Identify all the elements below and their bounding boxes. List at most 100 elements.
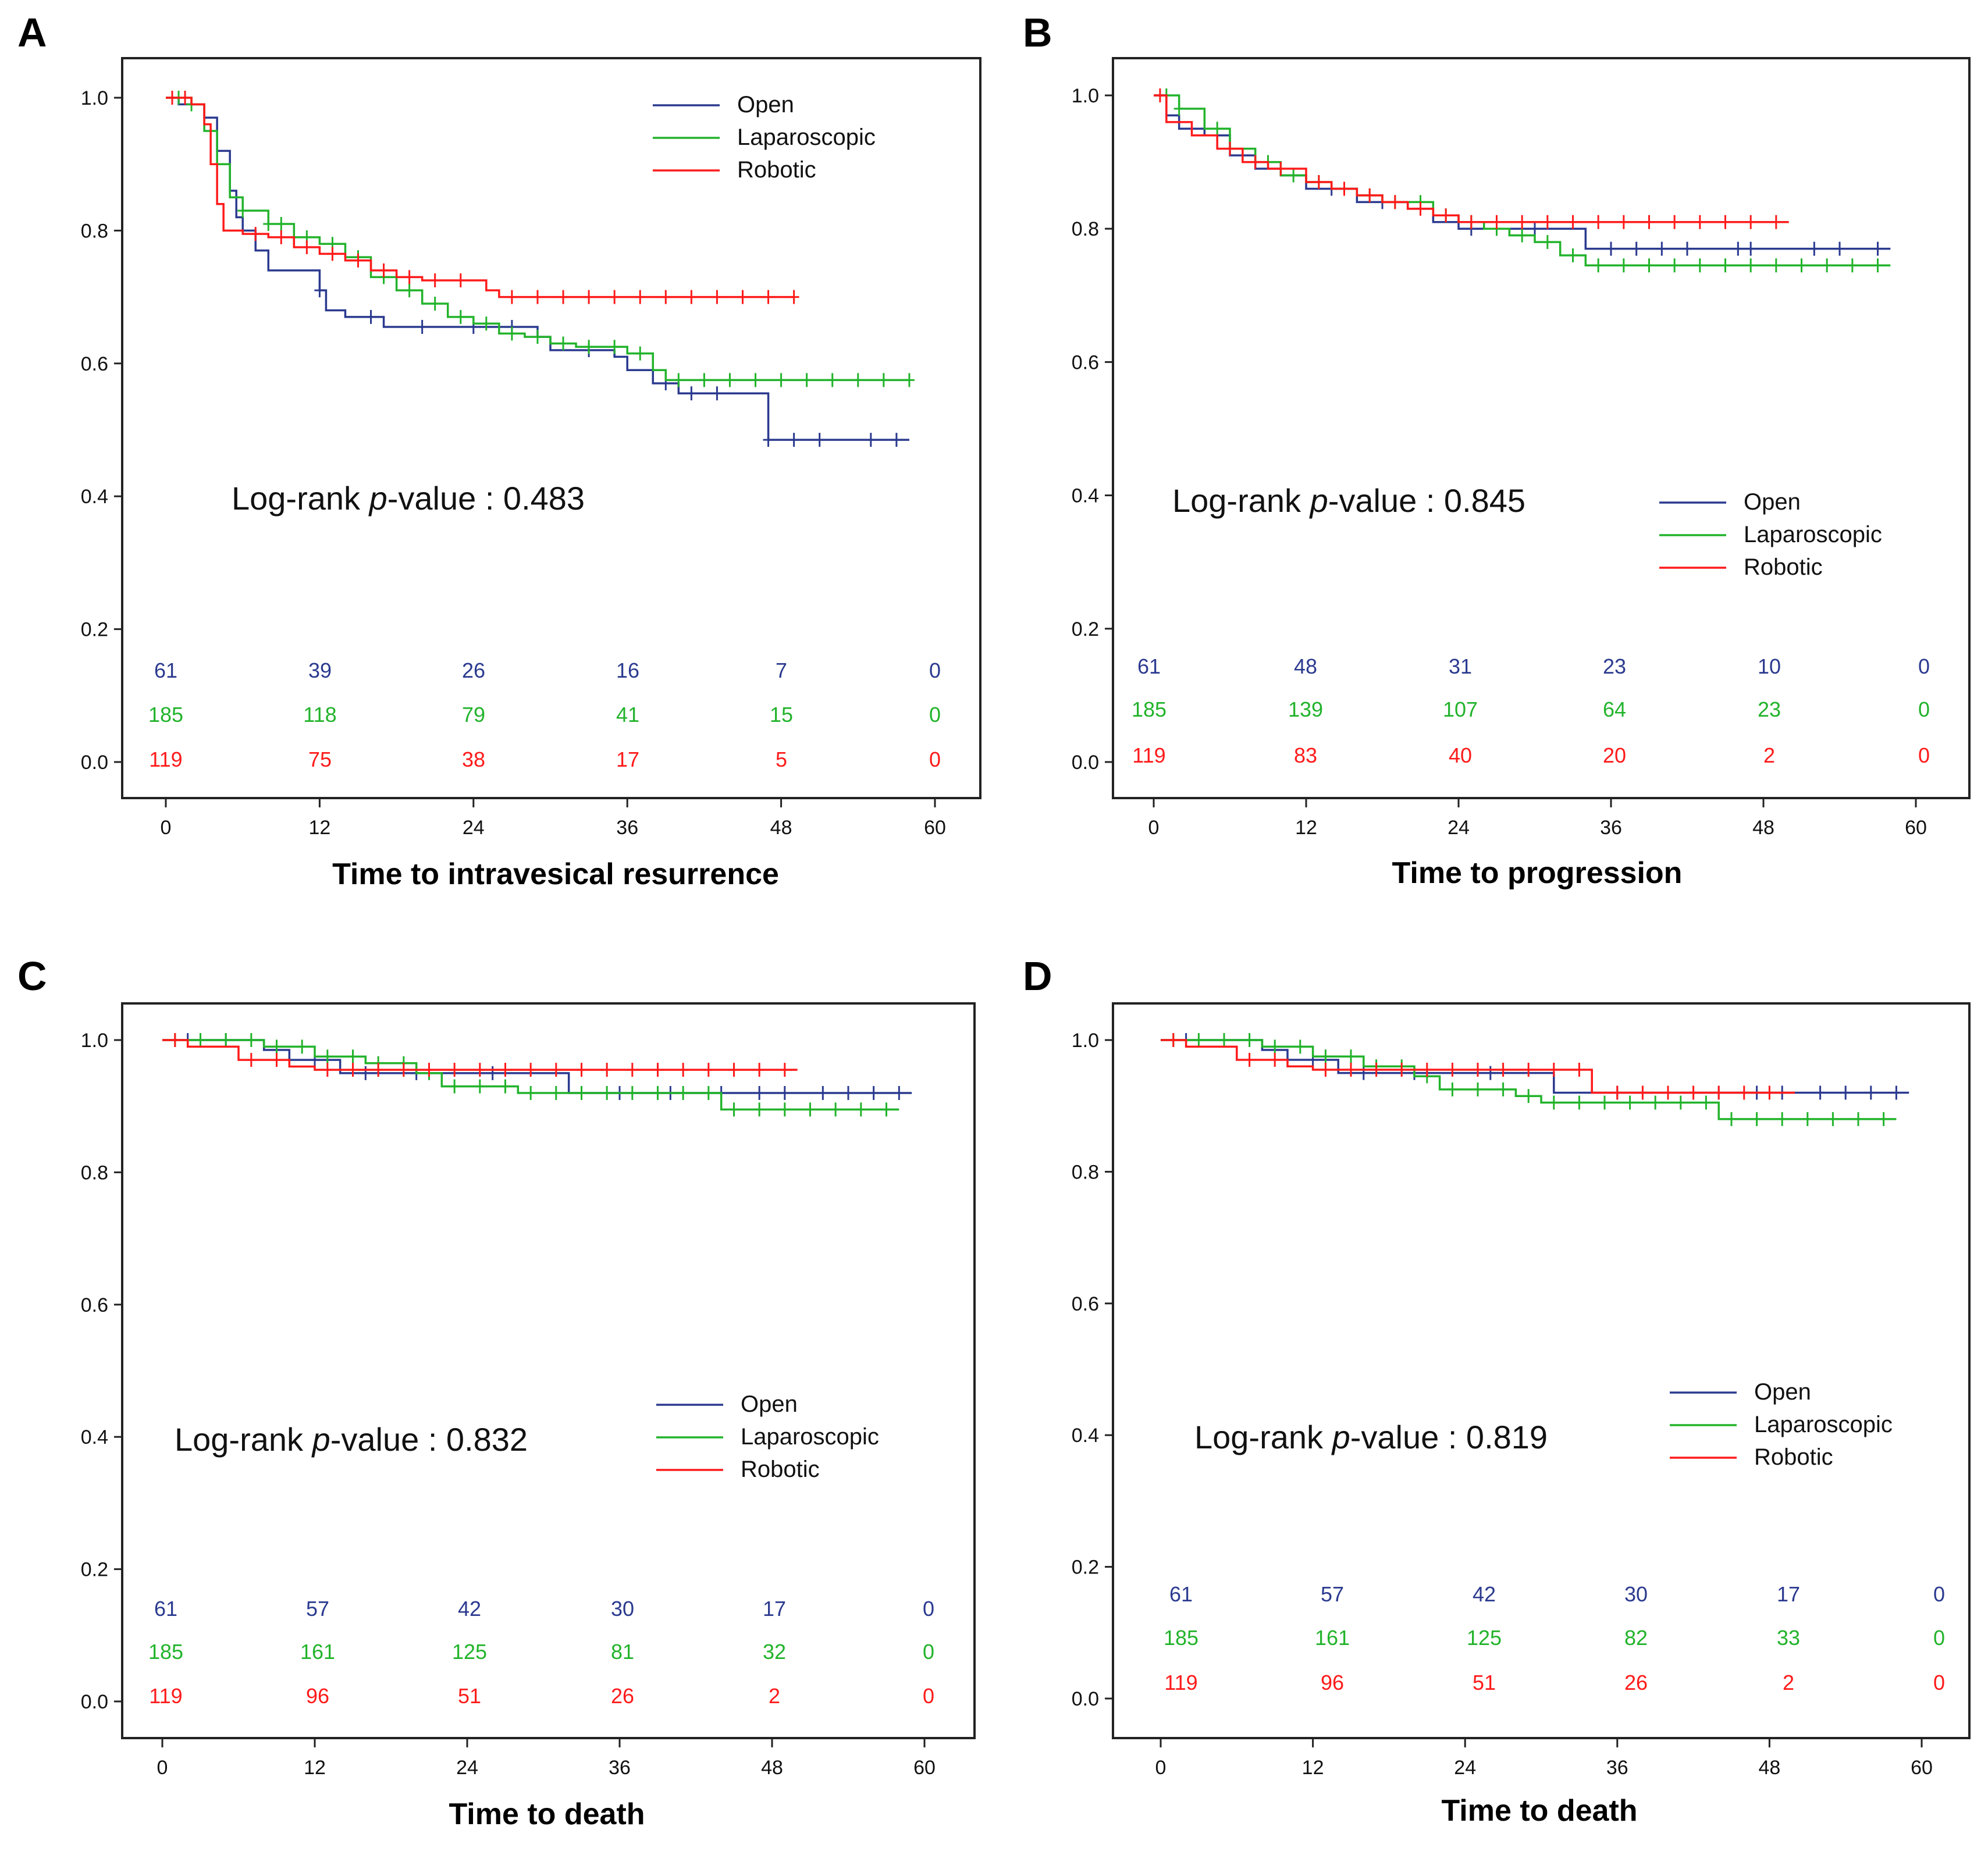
panel-c-censor-mark-open bbox=[754, 1085, 765, 1100]
panel-b-risk-count-robotic: 2 bbox=[1763, 743, 1775, 767]
panel-b-risk-count-open: 31 bbox=[1449, 654, 1472, 678]
panel-c-xtick-label: 12 bbox=[304, 1757, 326, 1779]
panel-c-censor-mark-robotic bbox=[728, 1063, 739, 1077]
panel-d-censor-mark-laparoscopic bbox=[1269, 1039, 1281, 1054]
panel-d-censor-mark-robotic bbox=[1421, 1062, 1432, 1077]
panel-d-logrank-p: p bbox=[1331, 1419, 1350, 1455]
panel-d-censor-mark-open bbox=[1358, 1066, 1369, 1080]
panel-c-censor-mark-laparoscopic bbox=[195, 1033, 206, 1047]
panel-a-censor-mark-laparoscopic bbox=[801, 373, 812, 387]
panel-a-censor-mark-robotic bbox=[660, 290, 671, 304]
panel-a-risk-count-robotic: 17 bbox=[616, 747, 639, 771]
panel-c-censor-mark-laparoscopic bbox=[474, 1079, 485, 1094]
panel-c-censor-mark-laparoscopic bbox=[627, 1085, 638, 1100]
panel-b-censor-mark-robotic bbox=[1441, 208, 1452, 223]
panel-d-risk-count-open: 17 bbox=[1777, 1582, 1800, 1606]
panel-b-censor-mark-open bbox=[1809, 241, 1820, 256]
panel-a-censor-mark-laparoscopic bbox=[750, 373, 761, 387]
panel-c-risk-count-laparoscopic: 161 bbox=[300, 1640, 335, 1664]
panel-c-censor-mark-laparoscopic bbox=[221, 1033, 232, 1047]
panel-a-xtick-label: 0 bbox=[161, 817, 172, 839]
panel-d-curve-robotic bbox=[1161, 1039, 1795, 1094]
panel-d-risk-count-laparoscopic: 82 bbox=[1624, 1626, 1648, 1650]
panel-a-censor-mark-open bbox=[865, 433, 876, 447]
panel-d-censor-mark-laparoscopic bbox=[1624, 1095, 1635, 1110]
panel-d-censor-mark-open bbox=[1891, 1085, 1902, 1100]
panel-a-label: A bbox=[17, 10, 47, 55]
panel-b-censor-mark-robotic bbox=[1720, 215, 1731, 229]
panel-c-risk-count-robotic: 0 bbox=[923, 1684, 934, 1708]
panel-c-censor-mark-laparoscopic bbox=[830, 1102, 841, 1117]
panel-a-censor-mark-laparoscopic bbox=[852, 373, 863, 387]
panel-c-ytick-label: 1.0 bbox=[81, 1030, 108, 1052]
panel-c-censor-mark-laparoscopic bbox=[728, 1102, 739, 1117]
panel-c-censor-mark-robotic bbox=[271, 1053, 282, 1067]
panel-d-censor-mark-robotic bbox=[1371, 1062, 1382, 1077]
panel-c-censor-mark-robotic bbox=[398, 1063, 409, 1077]
panel-b-censor-mark-robotic bbox=[1339, 181, 1350, 196]
panel-b-censor-mark-robotic bbox=[1225, 141, 1235, 156]
panel-b-censor-mark-laparoscopic bbox=[1872, 258, 1883, 273]
panel-d-risk-count-open: 57 bbox=[1321, 1582, 1344, 1606]
panel-b-risk-count-robotic: 119 bbox=[1132, 743, 1165, 767]
panel-c-censor-mark-laparoscopic bbox=[246, 1033, 257, 1047]
panel-a-censor-mark-laparoscopic bbox=[878, 373, 889, 387]
panel-a-censor-mark-robotic bbox=[712, 290, 723, 304]
panel-b-xtick-label: 36 bbox=[1600, 817, 1622, 839]
panel-b-censor-mark-laparoscopic bbox=[1796, 258, 1807, 273]
panel-a-censor-mark-open bbox=[712, 386, 723, 401]
panel-d-risk-count-robotic: 51 bbox=[1473, 1671, 1496, 1694]
panel-d-xtick-label: 36 bbox=[1606, 1757, 1628, 1779]
panel-b-legend-label-robotic: Robotic bbox=[1744, 554, 1823, 580]
panel-a-risk-count-laparoscopic: 118 bbox=[303, 703, 336, 727]
panel-c-censor-mark-laparoscopic bbox=[525, 1085, 536, 1100]
panel-b-censor-mark-open bbox=[1733, 241, 1744, 256]
panel-b-censor-mark-robotic bbox=[1694, 215, 1705, 229]
panel-c-legend-label-open: Open bbox=[741, 1391, 798, 1417]
panel-d-logrank-suffix: -value : 0.819 bbox=[1350, 1419, 1548, 1455]
panel-d-risk-count-laparoscopic: 33 bbox=[1777, 1626, 1800, 1650]
panel-a-logrank-annotation: Log-rank p-value : 0.483 bbox=[232, 480, 585, 517]
panel-c-risk-count-laparoscopic: 125 bbox=[452, 1640, 487, 1664]
panel-c-censor-mark-open bbox=[817, 1085, 828, 1100]
panel-c-censor-mark-robotic bbox=[169, 1033, 180, 1047]
panel-d-ytick-label: 1.0 bbox=[1072, 1030, 1099, 1052]
panel-a-censor-mark-robotic bbox=[327, 247, 338, 261]
panel-d-xtick-label: 0 bbox=[1155, 1757, 1167, 1779]
panel-d-censor-mark-laparoscopic bbox=[1802, 1112, 1813, 1126]
panel-d-censor-mark-robotic bbox=[1574, 1062, 1585, 1077]
panel-d-xtick-label: 12 bbox=[1302, 1757, 1324, 1779]
panel-d-censor-mark-robotic bbox=[1498, 1062, 1509, 1077]
panel-c-censor-mark-laparoscopic bbox=[703, 1085, 714, 1100]
panel-a-ytick-label: 0.4 bbox=[81, 486, 108, 508]
panel-b-risk-count-open: 61 bbox=[1137, 654, 1161, 678]
panel-a-curve-laparoscopic bbox=[166, 97, 909, 382]
panel-a-censor-mark-robotic bbox=[635, 290, 646, 304]
panel-d: D 0.0 0.2 0.4 0.6 0.8 1.0 0 12 24 36 48 60 Time to de… bbox=[1023, 953, 1971, 1828]
panel-c-censor-mark-open bbox=[843, 1085, 853, 1100]
panel-b-risk-count-robotic: 0 bbox=[1918, 743, 1930, 767]
panel-d-censor-mark-robotic bbox=[1764, 1085, 1775, 1100]
panel-d-censor-mark-laparoscopic bbox=[1447, 1082, 1458, 1096]
panel-a-risk-count-open: 61 bbox=[154, 658, 177, 682]
panel-a-censor-mark-laparoscopic bbox=[558, 336, 569, 351]
panel-a-xtick-label: 24 bbox=[463, 817, 485, 839]
panel-d-censor-mark-robotic bbox=[1168, 1033, 1179, 1047]
panel-a-series-robotic bbox=[166, 91, 799, 304]
panel-a-risk-count-robotic: 119 bbox=[149, 747, 182, 771]
panel-d-label: D bbox=[1023, 953, 1052, 999]
panel-b-xtick-label: 0 bbox=[1148, 817, 1160, 839]
panel-c-risk-count-laparoscopic: 32 bbox=[763, 1640, 786, 1664]
panel-b-risk-count-laparoscopic: 64 bbox=[1603, 697, 1626, 721]
panel-c-censor-mark-robotic bbox=[602, 1063, 613, 1077]
panel-d-censor-mark-laparoscopic bbox=[1346, 1049, 1356, 1064]
panel-c-censor-mark-laparoscopic bbox=[602, 1085, 613, 1100]
panel-c-censor-mark-open bbox=[779, 1085, 790, 1100]
panel-a-censor-mark-robotic bbox=[180, 91, 191, 105]
panel-a-censor-mark-laparoscopic bbox=[481, 316, 492, 331]
panel-d-censor-mark-laparoscopic bbox=[1878, 1112, 1889, 1126]
panel-b-logrank-suffix: -value : 0.845 bbox=[1328, 482, 1525, 519]
panel-a-risk-count-robotic: 0 bbox=[929, 747, 941, 771]
panel-d-logrank-prefix: Log-rank bbox=[1194, 1419, 1332, 1455]
